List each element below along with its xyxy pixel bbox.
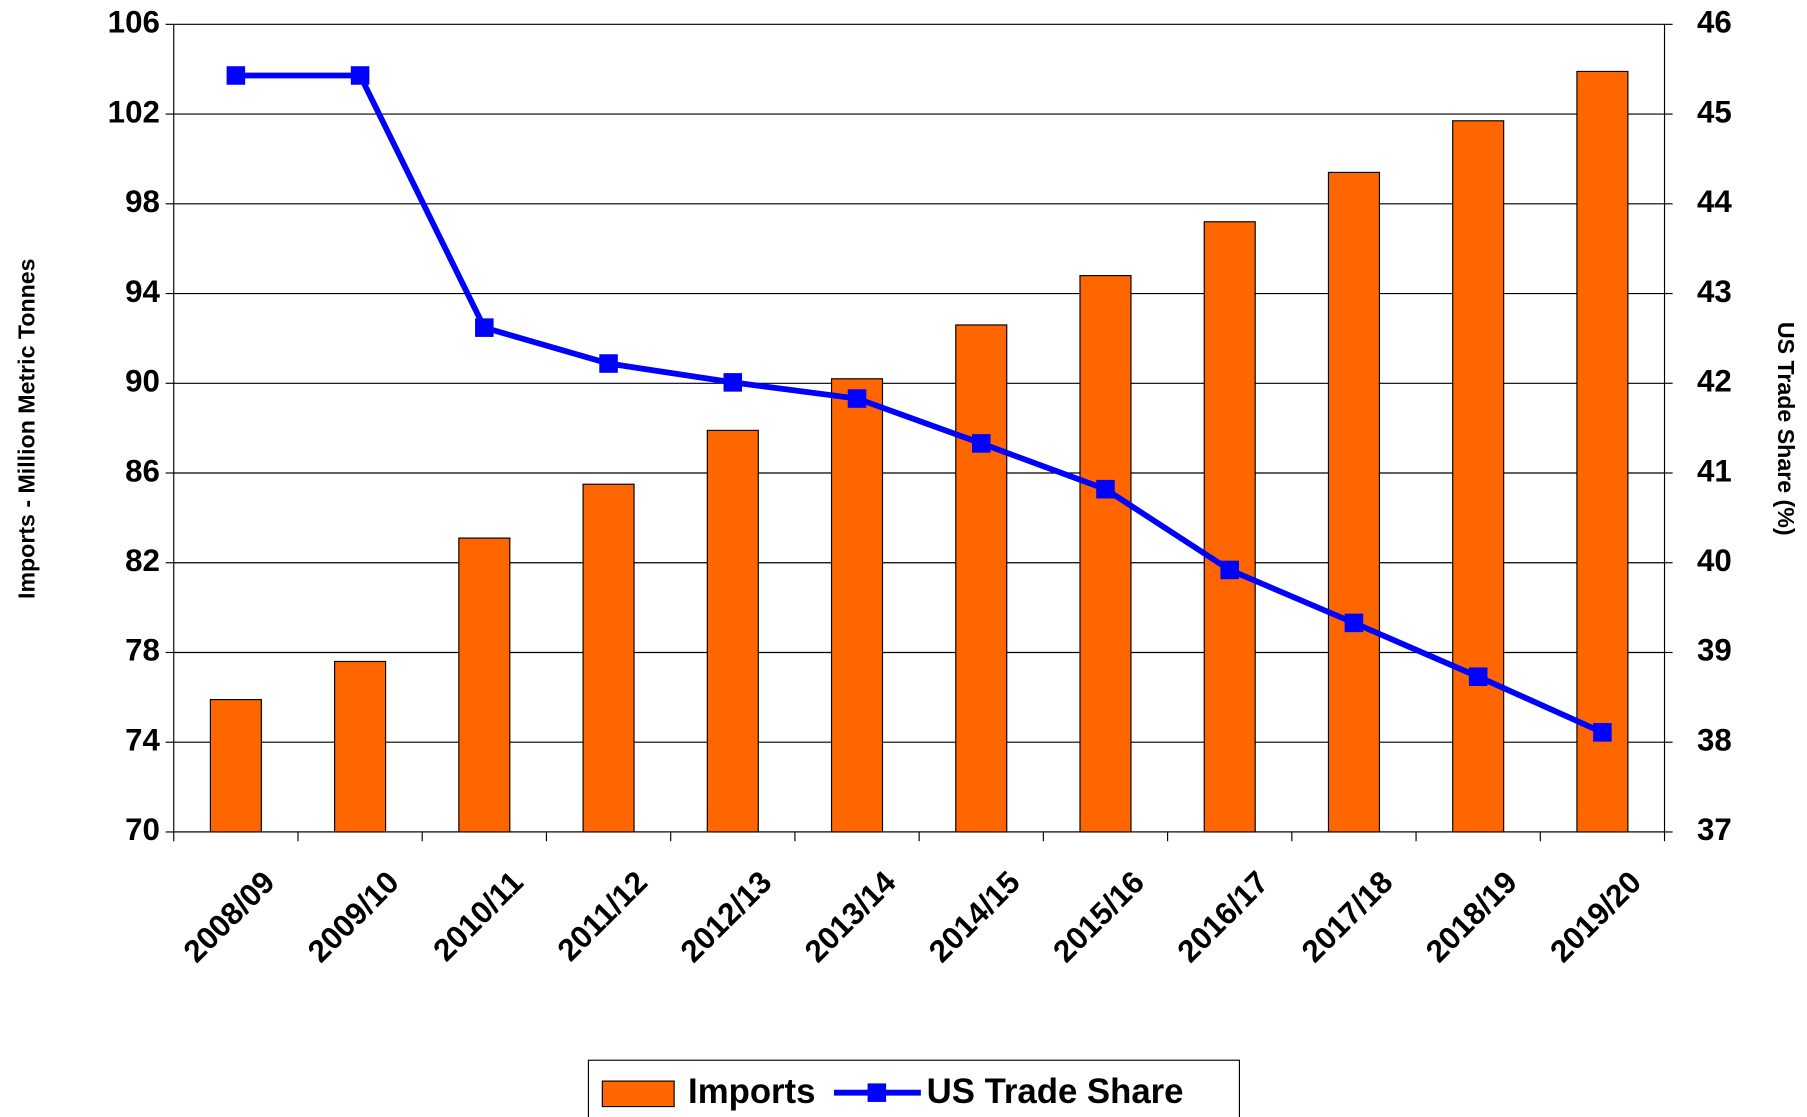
x-tick-label: 2017/18	[1295, 864, 1400, 969]
x-tick-label: 2010/11	[426, 864, 529, 967]
bar	[1203, 221, 1256, 833]
y-tick-label: 78	[125, 633, 160, 668]
x-tick-label: 2012/13	[674, 864, 779, 969]
marker	[1096, 479, 1115, 499]
marker	[1220, 560, 1239, 580]
y-tick-label: 106	[108, 5, 160, 40]
marker	[723, 373, 743, 392]
bar	[1576, 70, 1629, 833]
y2-tick-label: 42	[1697, 364, 1732, 399]
legend-marker	[867, 1083, 887, 1102]
legend-swatch	[601, 1080, 675, 1108]
x-tick-label: 2016/17	[1171, 864, 1276, 969]
line	[235, 72, 1604, 735]
x-tick-label: 2014/15	[922, 864, 1027, 969]
bar	[334, 660, 387, 833]
y-tick-label: 98	[125, 184, 160, 219]
y-tick-label: 74	[125, 722, 160, 757]
y-tick-label: 70	[125, 812, 160, 847]
marker	[847, 389, 867, 408]
y2-axis-label: US Trade Share (%)	[1773, 322, 1799, 536]
y-tick-label: 90	[125, 364, 160, 399]
marker	[350, 66, 370, 85]
bar	[1452, 120, 1505, 833]
x-tick-label: 2015/16	[1046, 864, 1151, 969]
marker	[475, 318, 494, 337]
y2-tick-label: 37	[1697, 812, 1732, 847]
bar	[955, 324, 1008, 833]
bar	[706, 429, 759, 833]
marker	[971, 434, 991, 453]
marker	[1468, 667, 1488, 686]
marker	[1344, 613, 1364, 633]
x-tick-label: 2011/12	[551, 864, 654, 967]
marker	[1593, 723, 1612, 742]
x-tick-label: 2018/19	[1419, 864, 1524, 969]
legend-box	[587, 1059, 1240, 1117]
marker	[226, 66, 246, 85]
bar	[1327, 171, 1381, 833]
bar	[582, 483, 635, 833]
x-tick-label: 2008/09	[177, 864, 282, 969]
bar	[1079, 275, 1132, 833]
y-tick-label: 94	[125, 274, 160, 309]
y2-tick-label: 45	[1697, 94, 1732, 129]
bar	[209, 699, 262, 833]
y2-tick-label: 44	[1697, 184, 1732, 219]
x-tick-label: 2009/10	[301, 864, 406, 969]
bar	[458, 537, 511, 833]
y-tick-label: 86	[125, 453, 160, 488]
marker	[599, 354, 618, 373]
legend-label: Imports	[688, 1073, 815, 1111]
y2-tick-label: 41	[1697, 453, 1732, 488]
y2-tick-label: 43	[1697, 274, 1732, 309]
y-tick-label: 82	[125, 543, 160, 578]
y-tick-label: 102	[108, 94, 160, 129]
legend-label: US Trade Share	[927, 1073, 1184, 1111]
x-tick-label: 2019/20	[1543, 864, 1648, 969]
y2-tick-label: 38	[1697, 722, 1732, 757]
y2-tick-label: 39	[1697, 633, 1732, 668]
y2-tick-label: 40	[1697, 543, 1732, 578]
y2-tick-label: 46	[1697, 5, 1732, 40]
bar	[830, 378, 884, 833]
x-tick-label: 2013/14	[798, 864, 903, 969]
y-axis-label: Imports - Million Metric Tonnes	[14, 258, 40, 599]
